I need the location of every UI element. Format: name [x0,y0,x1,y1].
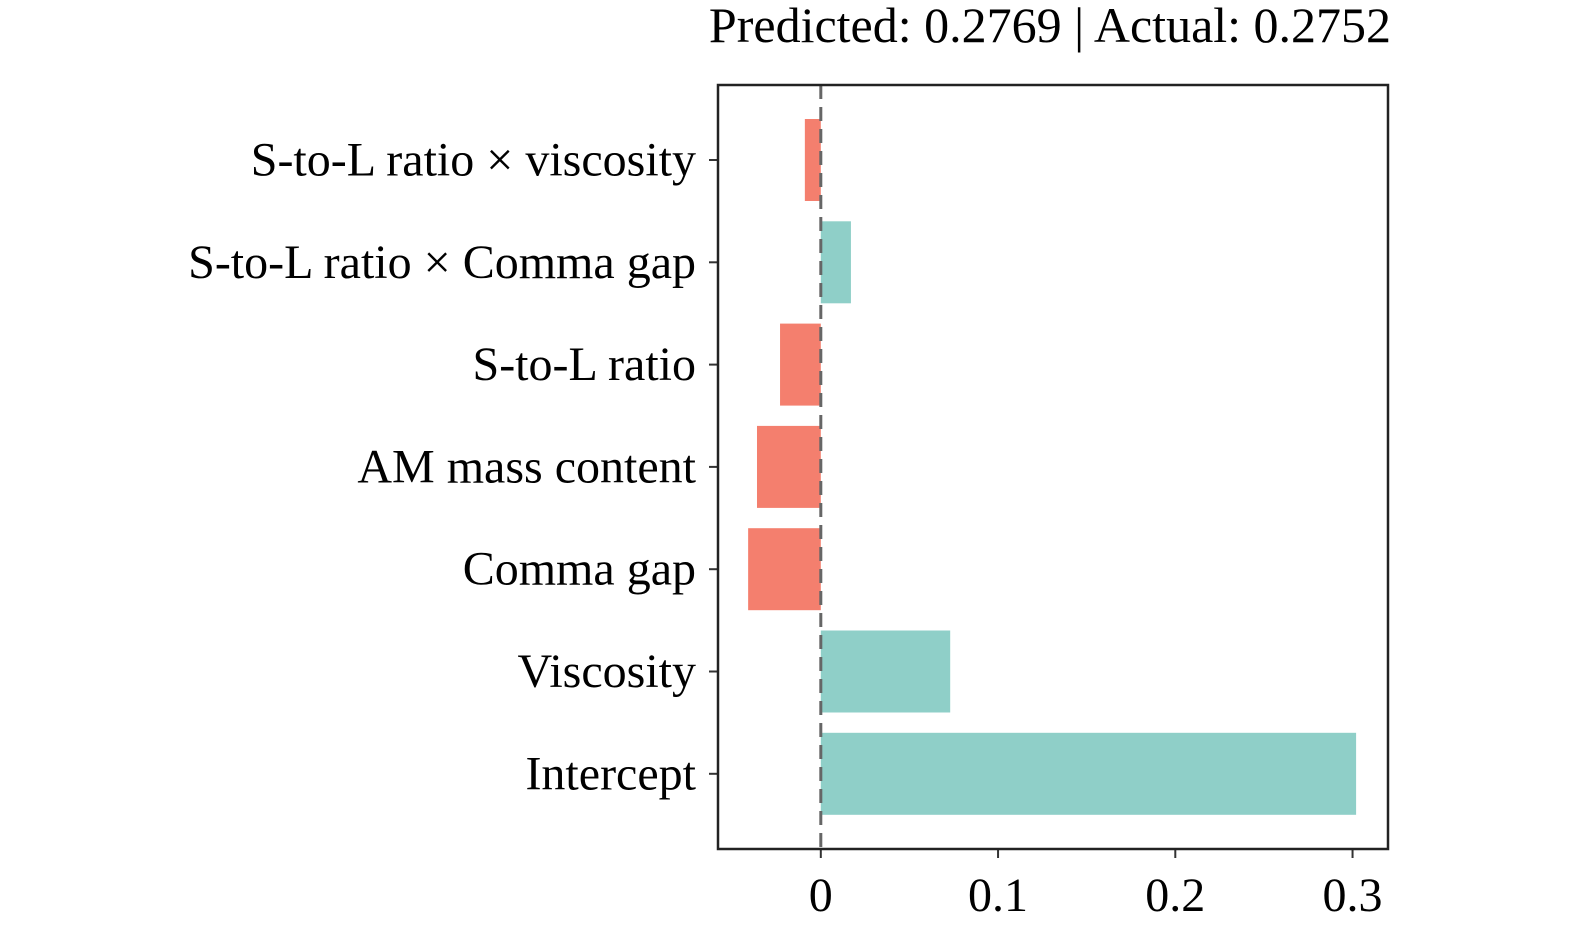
bar-4 [748,528,821,611]
bar-3 [756,425,821,508]
category-label-5: Viscosity [518,645,696,698]
plot-frame [716,83,1390,851]
category-label-6: Intercept [525,747,696,800]
bar-2 [780,323,821,406]
category-label-1: S-to-L ratio × Comma gap [188,236,696,289]
chart-title: Predicted: 0.2769 | Actual: 0.2752 [709,0,1391,53]
category-label-0: S-to-L ratio × viscosity [251,134,696,187]
bars-group [748,119,1357,815]
bar-1 [820,221,851,304]
x-tick-label-2: 0.2 [1145,869,1205,922]
x-tick-label-0: 0 [809,869,833,922]
bar-5 [820,630,951,713]
bar-0 [804,119,821,201]
category-label-2: S-to-L ratio [473,338,697,391]
category-label-3: AM mass content [357,440,696,493]
x-tick-label-1: 0.1 [968,869,1028,922]
x-axis-ticks: 0 0.1 0.2 0.3 [809,849,1383,922]
x-tick-label-3: 0.3 [1323,869,1383,922]
category-label-4: Comma gap [463,543,696,596]
bar-6 [820,732,1357,815]
category-labels: S-to-L ratio × viscosity S-to-L ratio × C… [188,134,718,800]
